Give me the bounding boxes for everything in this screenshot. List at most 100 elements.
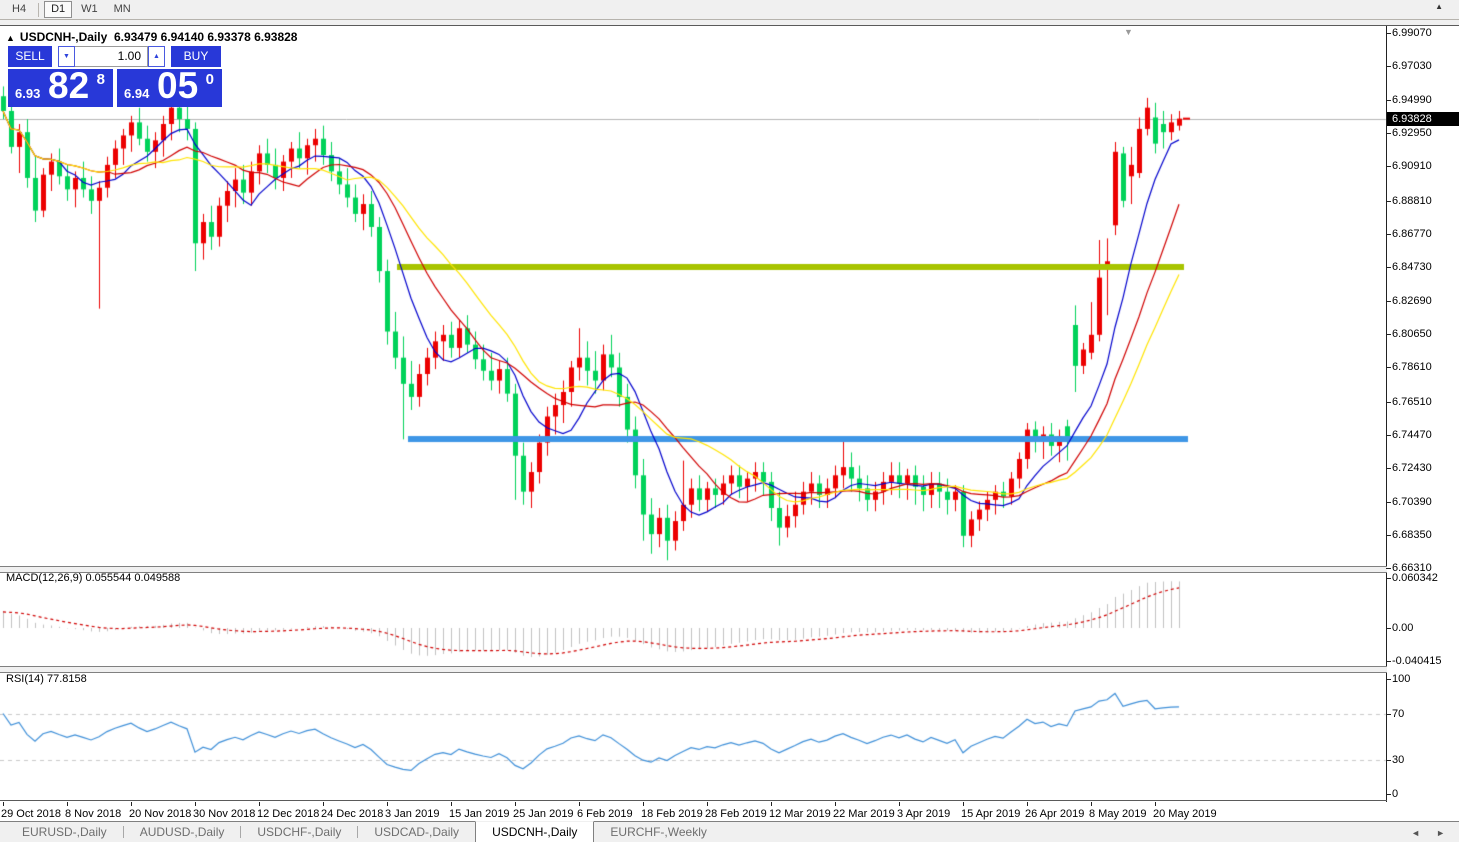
price-tick-mark	[1386, 66, 1391, 68]
macd-label: MACD(12,26,9) 0.055544 0.049588	[6, 572, 181, 584]
date-tick-label: 3 Jan 2019	[385, 808, 440, 820]
rsi-tick-label: 0	[1392, 788, 1399, 800]
date-tick-mark	[451, 802, 452, 806]
volume-increase-button[interactable]: ▲	[148, 46, 165, 67]
sell-price-big: 82	[48, 65, 90, 106]
chart-tab-usdchf[interactable]: USDCHF-,Daily	[257, 825, 342, 839]
price-tick-mark	[1386, 333, 1391, 335]
date-tick-label: 12 Dec 2018	[257, 808, 320, 820]
date-tick-label: 28 Feb 2019	[705, 808, 767, 820]
toolbar-overflow-icon[interactable]: ▲	[1435, 2, 1443, 11]
date-tick-mark	[131, 802, 132, 806]
tab-separator	[240, 826, 242, 838]
price-tick-mark	[1386, 133, 1391, 134]
current-price-badge: 6.93828	[1387, 111, 1459, 126]
price-tick-mark	[1386, 233, 1391, 235]
chart-tab-usdcnh[interactable]: USDCNH-,Daily	[475, 821, 595, 842]
chart-tab-eurusd[interactable]: EURUSD-,Daily	[22, 825, 107, 839]
macd-tick-label: -0.040415	[1392, 655, 1442, 668]
price-tick-label: 6.90910	[1392, 160, 1432, 173]
date-tick-mark	[323, 802, 324, 806]
tab-separator	[122, 826, 124, 838]
price-tick-label: 6.97030	[1392, 60, 1432, 73]
timeframe-button-d1[interactable]: D1	[44, 1, 73, 18]
price-tick-mark	[1386, 166, 1391, 168]
date-tick-mark	[643, 802, 644, 806]
date-tick-mark	[3, 802, 4, 806]
date-tick-label: 30 Nov 2018	[193, 808, 256, 820]
price-tick-mark	[1386, 534, 1391, 536]
price-tick-label: 6.80650	[1392, 327, 1432, 340]
date-tick-label: 24 Dec 2018	[321, 808, 384, 820]
price-chart-canvas	[0, 26, 1459, 820]
volume-input[interactable]: 1.00	[75, 46, 148, 67]
rsi-splitter[interactable]	[0, 666, 1387, 673]
timeframe-button-mn[interactable]: MN	[113, 3, 131, 15]
toolbar-gap	[0, 20, 1459, 26]
price-tick-mark	[1386, 468, 1391, 470]
date-tick-mark	[259, 802, 260, 806]
macd-tick-mark	[1386, 578, 1391, 580]
rsi-tick-mark	[1386, 713, 1391, 715]
date-tick-label: 15 Apr 2019	[961, 808, 1021, 820]
chart-shift-marker-icon[interactable]: ▼	[1124, 27, 1133, 37]
price-tick-mark	[1386, 367, 1391, 369]
price-tick-label: 6.84730	[1392, 261, 1432, 274]
buy-price-sup: 0	[205, 71, 214, 88]
macd-splitter[interactable]	[0, 566, 1387, 573]
date-tick-mark	[707, 802, 708, 806]
buy-price-big: 05	[157, 65, 199, 106]
volume-decrease-button[interactable]: ▼	[58, 46, 75, 67]
date-tick-mark	[835, 802, 836, 806]
sell-button[interactable]: SELL	[8, 46, 52, 67]
date-tick-label: 12 Mar 2019	[769, 808, 831, 820]
price-tick-label: 6.74470	[1392, 428, 1432, 441]
date-tick-label: 22 Mar 2019	[833, 808, 895, 820]
price-tick-label: 6.76510	[1392, 395, 1432, 408]
chart-tab-bar: EURUSD-,Daily AUDUSD-,Daily USDCHF-,Daily U…	[0, 821, 1459, 842]
collapse-arrow-icon[interactable]: ▲	[6, 33, 15, 43]
date-tick-mark	[899, 802, 900, 806]
chart-tab-eurchf[interactable]: EURCHF-,Weekly	[610, 825, 707, 839]
date-tick-label: 3 Apr 2019	[897, 808, 951, 820]
timeframe-button-h4[interactable]: H4	[12, 3, 27, 15]
price-tick-mark	[1386, 33, 1391, 34]
buy-price-small: 6.94	[124, 86, 150, 101]
price-tick-label: 6.70390	[1392, 495, 1432, 508]
timeframe-button-w1[interactable]: W1	[81, 3, 98, 15]
price-tick-label: 6.82690	[1392, 294, 1432, 307]
date-tick-label: 20 May 2019	[1153, 808, 1217, 820]
chart-tab-audusd[interactable]: AUDUSD-,Daily	[139, 825, 225, 839]
date-tick-label: 8 May 2019	[1089, 808, 1147, 820]
date-tick-mark	[1155, 802, 1156, 806]
date-tick-mark	[195, 802, 196, 806]
timeframe-toolbar: H4 D1 W1 MN ▲	[0, 0, 1459, 20]
chart-ohlc-values: 6.93479 6.94140 6.93378 6.93828	[113, 30, 298, 44]
date-tick-mark	[1027, 802, 1028, 806]
price-tick-mark	[1386, 300, 1391, 302]
buy-button[interactable]: BUY	[171, 46, 221, 67]
rsi-tick-mark	[1386, 679, 1391, 680]
tabs-scroll-left-icon[interactable]: ◄	[1411, 827, 1421, 838]
price-tick-mark	[1386, 501, 1391, 503]
chart-tab-usdcad[interactable]: USDCAD-,Daily	[374, 825, 460, 839]
date-tick-label: 26 Apr 2019	[1025, 808, 1085, 820]
macd-tick-mark	[1386, 628, 1391, 629]
rsi-tick-mark	[1386, 794, 1391, 795]
rsi-tick-label: 100	[1392, 673, 1411, 685]
date-tick-mark	[387, 802, 388, 806]
one-click-trade-panel: SELL ▼ 1.00 ▲ BUY 6.93 82 8 6.94 05 0	[8, 46, 222, 107]
price-tick-mark	[1386, 99, 1391, 101]
axis-border	[1386, 26, 1387, 820]
price-tick-mark	[1386, 200, 1391, 202]
buy-price-display[interactable]: 6.94 05 0	[117, 65, 222, 107]
date-tick-mark	[67, 802, 68, 806]
date-tick-label: 18 Feb 2019	[641, 808, 703, 820]
tabs-scroll-right-icon[interactable]: ►	[1436, 827, 1445, 838]
sell-price-display[interactable]: 6.93 82 8	[8, 65, 113, 107]
chart-symbol-label: USDCNH-,Daily	[19, 30, 108, 44]
price-tick-label: 6.78610	[1392, 361, 1432, 374]
date-tick-label: 6 Feb 2019	[577, 808, 633, 820]
macd-tick-label: 0.060342	[1392, 572, 1438, 585]
